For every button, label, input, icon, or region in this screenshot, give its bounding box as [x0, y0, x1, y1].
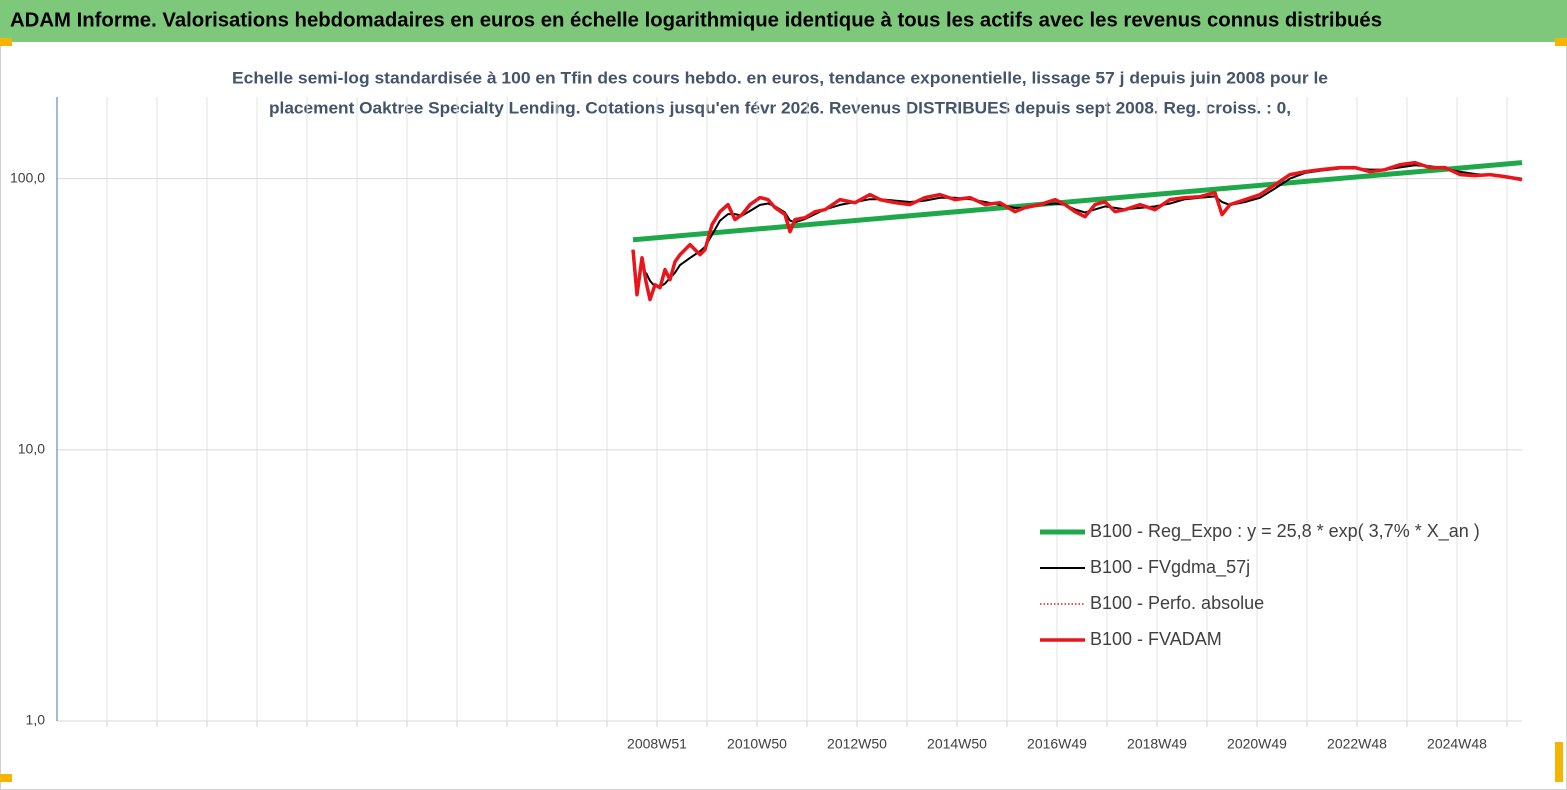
corner-mark: [1555, 742, 1563, 782]
x-tick-label: 2018W49: [1127, 736, 1187, 752]
corner-mark: [0, 774, 12, 782]
legend-label: B100 - Reg_Expo : y = 25,8 * exp( 3,7% *…: [1090, 521, 1480, 542]
header-title: ADAM Informe. Valorisations hebdomadaire…: [10, 9, 1382, 31]
legend-label: B100 - FVADAM: [1090, 629, 1222, 649]
series-line: [631, 160, 1523, 302]
x-tick-label: 2010W50: [727, 736, 787, 752]
y-tick-label: 100,0: [10, 169, 45, 185]
y-tick-label: 1,0: [26, 712, 46, 728]
y-tick-label: 10,0: [18, 441, 45, 457]
series-line: [632, 160, 1523, 243]
legend-label: B100 - FVgdma_57j: [1090, 557, 1250, 578]
x-tick-label: 2014W50: [927, 736, 987, 752]
corner-mark: [1555, 38, 1567, 46]
x-tick-label: 2012W50: [827, 736, 887, 752]
plot-area: 2008W51 2010W50 2012W50 2014W50 2016W49 2018W…: [10, 97, 1523, 752]
header-bar: [0, 0, 1567, 42]
legend-label: B100 - Perfo. absolue: [1090, 593, 1264, 613]
x-tick-label: 2008W51: [627, 736, 687, 752]
x-tick-label: 2020W49: [1227, 736, 1287, 752]
corner-mark: [0, 38, 12, 46]
x-tick-label: 2022W48: [1327, 736, 1387, 752]
chart-title: placement Oaktree Specialty Lending. Cot…: [269, 98, 1291, 117]
x-tick-label: 2016W49: [1027, 736, 1087, 752]
chart-title: Echelle semi-log standardisée à 100 en T…: [232, 68, 1328, 87]
x-tick-label: 2024W48: [1427, 736, 1487, 752]
